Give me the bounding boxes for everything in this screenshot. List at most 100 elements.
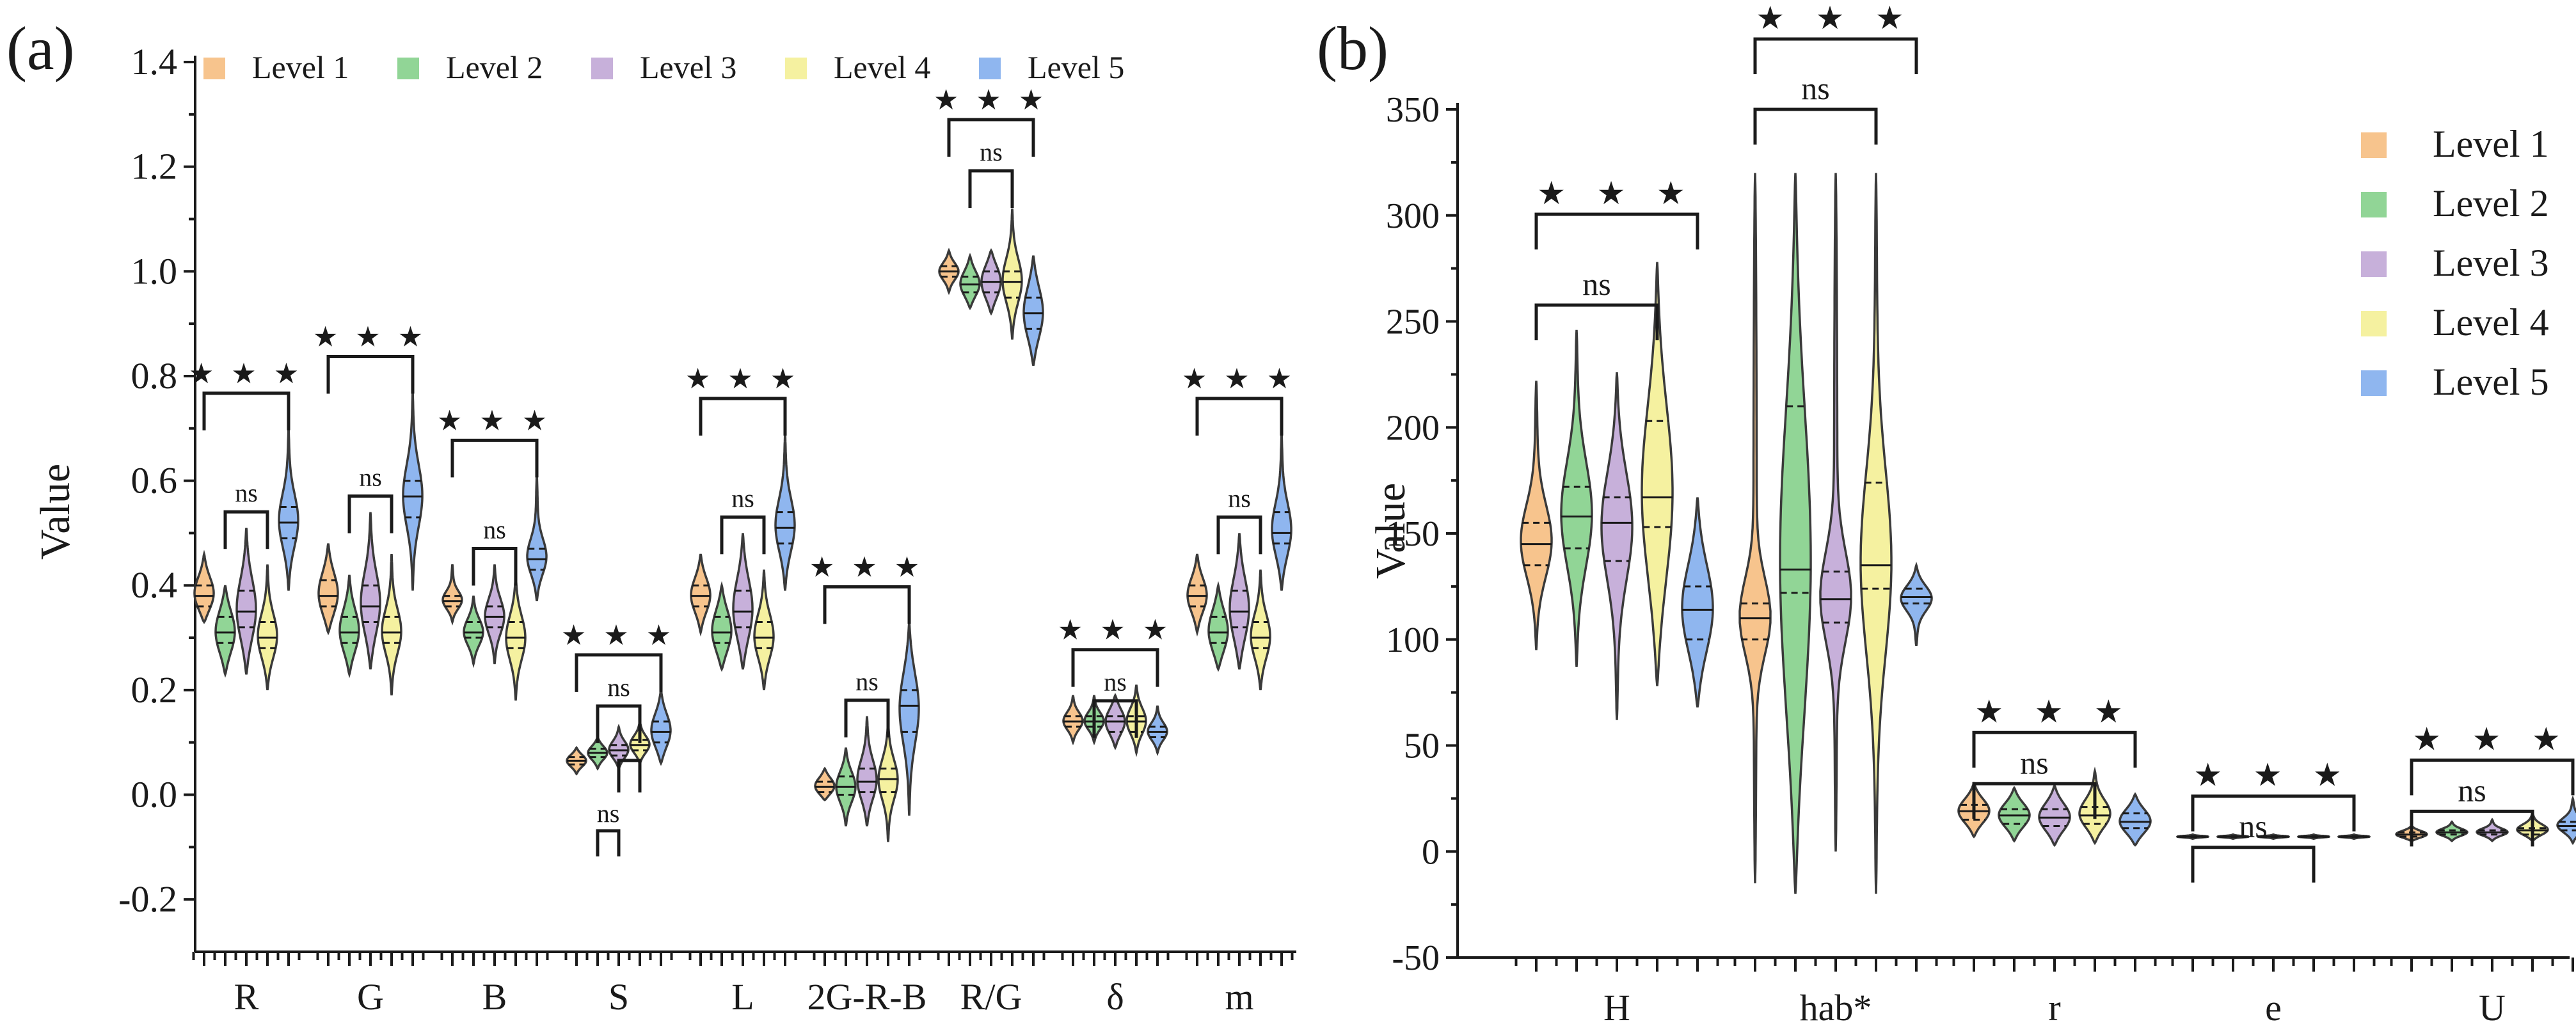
inner-bracket — [223, 510, 269, 549]
ns-label: ns — [2020, 745, 2048, 780]
x-tick-label: L — [731, 976, 754, 1018]
violin-body — [1520, 381, 1553, 651]
violin-2g-r-b-level-1 — [814, 766, 836, 801]
violin-e-level-3 — [2256, 833, 2291, 840]
violin-body — [360, 512, 381, 670]
legend-label: Level 3 — [640, 49, 736, 85]
x-tick-label: R/G — [960, 976, 1022, 1018]
violin-r-level-5 — [2119, 792, 2152, 847]
legend-swatch — [2361, 311, 2387, 336]
significance-r: ★ ★ ★ ns — [1972, 693, 2137, 819]
x-tick-label: H — [1603, 987, 1630, 1029]
y-tick-label: 1.4 — [131, 41, 178, 83]
y-tick-label: -50 — [1392, 938, 1440, 978]
violin-body — [608, 723, 630, 771]
x-tick-label: δ — [1106, 976, 1124, 1018]
panel-a-ylabel: Value — [32, 464, 79, 560]
violin-body — [690, 553, 712, 637]
violin-body — [1998, 785, 2031, 843]
panel-b-label: (b) — [1317, 14, 1388, 83]
y-tick-label: 200 — [1386, 408, 1440, 448]
violin-u-level-3 — [2476, 817, 2509, 842]
violin-body — [753, 569, 775, 691]
legend-item-level-4: Level 4 — [2361, 301, 2549, 343]
violin-m-level-5 — [1271, 433, 1292, 591]
legend-swatch — [979, 58, 1001, 79]
violin-b-level-3 — [484, 564, 505, 665]
violin-body — [235, 528, 257, 675]
violin-body — [402, 391, 424, 591]
x-tick-label: e — [2265, 987, 2282, 1029]
inner-bracket — [720, 515, 766, 555]
legend-item-level-5: Level 5 — [979, 49, 1124, 85]
violin-g-level-5 — [402, 391, 424, 591]
panel-b-violins — [1520, 173, 2576, 894]
violin-body — [2038, 784, 2071, 848]
violin-body — [484, 564, 505, 665]
legend-label: Level 4 — [834, 49, 930, 85]
violin-h-level-2 — [1560, 329, 1593, 667]
violin-2g-r-b-level-4 — [877, 721, 899, 842]
ns-label: ns — [980, 138, 1003, 166]
violin-body — [2119, 792, 2152, 847]
significance-stars: ★ ★ ★ — [1975, 693, 2134, 729]
violin-g-level-2 — [338, 574, 360, 679]
significance-stars: ★ ★ ★ — [1058, 615, 1173, 646]
inner-bracket — [844, 698, 890, 737]
violin-h-level-1 — [1520, 381, 1553, 651]
violin-body — [1001, 208, 1023, 340]
violin-r-level-3 — [235, 528, 257, 675]
panel-a: (a) Value -0.2 0.0 0.2 0.4 0.6 0.8 1.0 1.2 1.4 R G… — [6, 14, 1296, 1018]
legend-item-level-5: Level 5 — [2361, 361, 2549, 403]
inner-bracket — [1534, 303, 1659, 340]
violin-body — [1207, 581, 1229, 672]
ns-label: ns — [2239, 808, 2267, 844]
violin-body — [526, 475, 548, 602]
inner-bracket — [472, 547, 518, 586]
violin-body — [877, 721, 899, 842]
inner-bracket — [347, 494, 394, 533]
significance-stars: ★ ★ ★ — [2193, 757, 2353, 793]
legend-item-level-3: Level 3 — [2361, 242, 2549, 284]
significance-l: ★ ★ ★ ns — [685, 363, 795, 555]
ns-label: ns — [359, 463, 382, 492]
violin-body — [278, 428, 299, 591]
legend-item-level-2: Level 2 — [2361, 182, 2549, 225]
y-tick-label: -0.2 — [118, 878, 177, 920]
significance-g: ★ ★ ★ ns — [313, 321, 423, 533]
violin-r-g-level-1 — [938, 248, 960, 296]
violin-hab-level-1 — [1738, 173, 1772, 884]
legend-item-level-1: Level 1 — [203, 49, 349, 85]
violin-l-level-4 — [753, 569, 775, 691]
y-tick-label: 50 — [1404, 727, 1440, 766]
legend-swatch — [2361, 132, 2387, 158]
inner-bracket — [968, 169, 1014, 208]
violin-r-g-level-3 — [980, 248, 1002, 316]
outer-bracket — [1071, 648, 1159, 687]
violin-2g-r-b-level-3 — [856, 716, 878, 826]
violin-body — [1819, 173, 1852, 852]
outer-bracket — [947, 118, 1035, 157]
violin-body — [1600, 372, 1634, 720]
inner-bracket-3 — [596, 829, 621, 856]
ns-label: ns — [235, 478, 258, 507]
outer-bracket — [450, 438, 539, 478]
x-tick-label: U — [2479, 987, 2506, 1029]
significance-r: ★ ★ ★ ns — [189, 358, 299, 549]
y-tick-label: 350 — [1386, 90, 1440, 130]
violin-body — [856, 716, 878, 826]
violin-s-level-3 — [608, 723, 630, 771]
y-tick-label: 150 — [1386, 514, 1440, 554]
y-tick-label: 0.6 — [131, 460, 178, 501]
violin-body — [1560, 329, 1593, 667]
y-tick-label: 250 — [1386, 303, 1440, 342]
legend-swatch — [203, 58, 225, 79]
legend-swatch — [2361, 192, 2387, 217]
legend-swatch — [591, 58, 613, 79]
ns-label: ns — [731, 484, 754, 512]
x-tick-label: hab* — [1800, 987, 1872, 1029]
violin-u-level-2 — [2435, 820, 2469, 842]
violin-b-level-4 — [505, 574, 527, 701]
y-tick-label: 0.4 — [131, 564, 178, 606]
x-tick-label: S — [608, 976, 629, 1018]
